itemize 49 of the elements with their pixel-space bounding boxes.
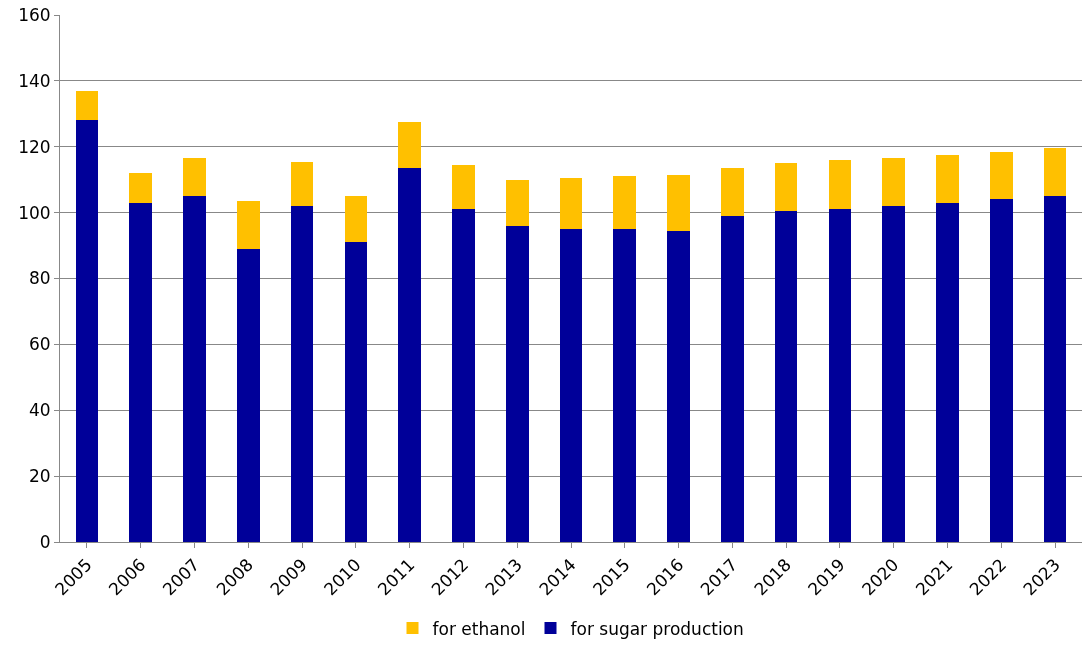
bar (990, 151, 1013, 200)
bar (613, 176, 637, 230)
bar (398, 168, 421, 542)
bar (936, 202, 959, 542)
bar (613, 229, 637, 542)
bar (452, 209, 475, 542)
bar (1043, 196, 1067, 542)
bar (290, 206, 314, 542)
bar (882, 206, 906, 542)
bar (344, 196, 368, 243)
y-tick-label: 140 (18, 70, 51, 91)
bar (559, 178, 583, 230)
bar (344, 242, 368, 542)
bar (1043, 148, 1067, 197)
legend-label: for sugar production (570, 618, 744, 639)
bar (75, 90, 99, 121)
bar (236, 248, 260, 542)
bar (398, 122, 421, 169)
bar (828, 209, 852, 542)
bar (774, 163, 798, 211)
legend-label: for ethanol (432, 618, 526, 639)
y-tick-label: 20 (28, 466, 51, 487)
bar (990, 199, 1013, 542)
y-tick-label: 60 (28, 334, 51, 355)
bar (774, 210, 798, 542)
bar (882, 158, 906, 207)
bar (236, 201, 260, 249)
y-tick-label: 40 (28, 400, 51, 421)
bar (505, 179, 529, 226)
bar (75, 120, 99, 542)
bar (505, 225, 529, 542)
bar (452, 164, 475, 210)
bar (183, 196, 206, 542)
y-tick-label: 100 (18, 202, 51, 223)
bar (828, 159, 852, 210)
bar (667, 230, 690, 542)
bar (290, 161, 314, 207)
bar (183, 158, 206, 197)
bar (559, 229, 583, 542)
bar (936, 154, 959, 203)
bar (667, 174, 690, 231)
y-tick-label: 80 (28, 268, 51, 289)
y-tick-label: 120 (18, 136, 51, 157)
bar (721, 215, 744, 542)
y-tick-label: 160 (18, 4, 51, 25)
bar (721, 168, 744, 216)
bar (129, 202, 152, 542)
y-tick-label: 0 (39, 531, 51, 552)
bar (129, 173, 152, 203)
